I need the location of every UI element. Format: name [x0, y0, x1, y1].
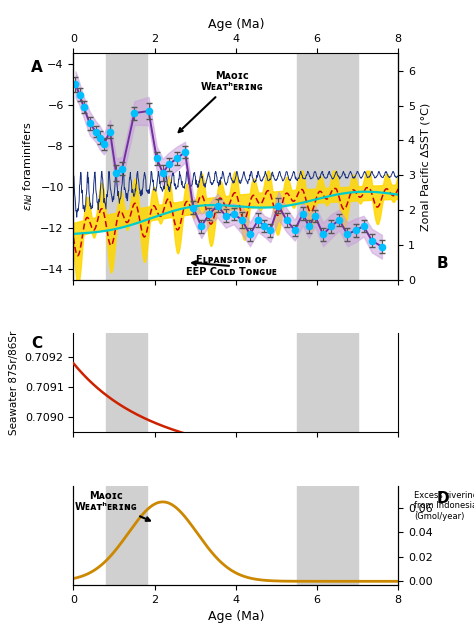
Text: Eʟᴘᴀɴѕɪᴏɴ ᴏғ
EEP Cᴏʟᴅ Tᴏɴɢᴜᴇ: Eʟᴘᴀɴѕɪᴏɴ ᴏғ EEP Cᴏʟᴅ Tᴏɴɢᴜᴇ: [186, 255, 277, 277]
Bar: [106, 333, 146, 432]
Text: Mᴀᴏɪᴄ
Wᴇᴀᴛʰᴇʀɪɴɢ: Mᴀᴏɪᴄ Wᴇᴀᴛʰᴇʀɪɴɢ: [179, 71, 263, 132]
Bar: [297, 53, 357, 280]
Bar: [297, 333, 357, 432]
Bar: [106, 53, 146, 280]
Text: C: C: [31, 337, 42, 352]
X-axis label: Age (Ma): Age (Ma): [208, 610, 264, 623]
Bar: [106, 486, 146, 585]
Text: D: D: [437, 491, 450, 506]
Text: A: A: [31, 60, 43, 75]
X-axis label: Age (Ma): Age (Ma): [208, 18, 264, 31]
Text: B: B: [437, 255, 449, 270]
Text: Mᴀᴏɪᴄ
Wᴇᴀᴛʰᴇʀɪɴɢ: Mᴀᴏɪᴄ Wᴇᴀᴛʰᴇʀɪɴɢ: [74, 491, 150, 521]
Bar: [297, 486, 357, 585]
Text: Excess riverine Sr flux
from Indonesia relative to 5 Ma
(Gmol/year): Excess riverine Sr flux from Indonesia r…: [414, 491, 474, 521]
Y-axis label: Seawater 87Sr/86Sr: Seawater 87Sr/86Sr: [9, 331, 19, 435]
Y-axis label: Zonal Pacific ΔSST (°C): Zonal Pacific ΔSST (°C): [420, 103, 430, 231]
Y-axis label: $\varepsilon_{Nd}$ foraminifers: $\varepsilon_{Nd}$ foraminifers: [21, 122, 35, 211]
